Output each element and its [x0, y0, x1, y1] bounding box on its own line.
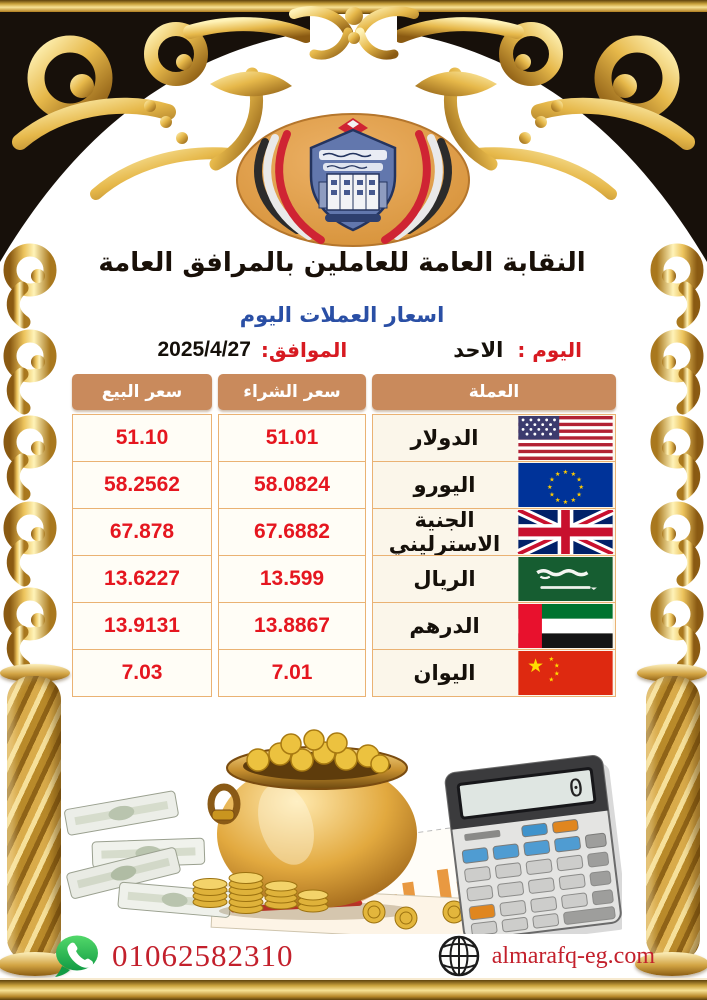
currency-name: الدولار	[410, 426, 479, 450]
coin-stacks	[192, 872, 466, 930]
table-row: الريال 13.599 13.6227	[70, 555, 616, 603]
whatsapp-icon[interactable]	[52, 933, 102, 979]
globe-icon[interactable]	[436, 933, 482, 979]
currency-name: اليوان	[413, 661, 476, 685]
currency-name: الجنية الاسترليني	[388, 508, 501, 556]
saudi-flag-icon	[517, 557, 614, 601]
table-row: ★ ★ ★ ★ ★ اليوان 7.01 7.03	[70, 649, 616, 697]
table-row: الدولار 51.01 51.10	[70, 414, 616, 462]
sell-price: 51.10	[72, 414, 212, 462]
buy-price: 13.8867	[218, 602, 366, 650]
sell-price: 13.9131	[72, 602, 212, 650]
money-stacks	[64, 790, 232, 918]
col-header-currency: العملة	[372, 374, 616, 410]
svg-text:★: ★	[555, 471, 561, 478]
calculator-icon: 0	[444, 755, 622, 934]
svg-text:★: ★	[554, 663, 560, 670]
egypt-ribbon-right	[381, 130, 452, 244]
table-row: الدرهم 13.8867 13.9131	[70, 602, 616, 650]
currency-name: الريال	[413, 567, 476, 591]
day-value: الاحد	[453, 338, 504, 362]
eu-flag-icon: ★ ★ ★ ★ ★ ★ ★ ★ ★ ★ ★ ★	[517, 463, 614, 507]
buy-price: 7.01	[218, 649, 366, 697]
poster-subtitle: اسعار العملات اليوم	[239, 303, 445, 327]
china-flag-icon: ★ ★ ★ ★ ★	[517, 651, 614, 695]
buy-price: 51.01	[218, 414, 366, 462]
table-row: الجنية الاسترليني 67.6882 67.878	[70, 508, 616, 556]
svg-text:★: ★	[547, 484, 553, 491]
frame-top-bar	[0, 0, 707, 14]
date-row: اليوم : الاحد الموافق: 2025/4/27	[70, 334, 616, 366]
currency-cell: الدرهم	[372, 602, 616, 650]
svg-text:★: ★	[549, 677, 555, 684]
sell-price: 13.6227	[72, 555, 212, 603]
sell-price: 7.03	[72, 649, 212, 697]
svg-text:★: ★	[576, 491, 582, 498]
coins-in-pot	[246, 729, 390, 774]
table-header: العملة سعر الشراء سعر البيع	[70, 374, 616, 410]
rates-table: العملة سعر الشراء سعر البيع الدولار	[70, 374, 616, 697]
frame-right-scrolls	[643, 240, 707, 676]
table-row: ★ ★ ★ ★ ★ ★ ★ ★ ★ ★ ★ ★ اليورو 58.0824 58.2562	[70, 461, 616, 509]
frame-top-center-ornament	[289, 6, 419, 60]
sell-price: 67.878	[72, 508, 212, 556]
left-rope-column	[7, 676, 61, 962]
right-rope-column	[646, 676, 700, 962]
frame-bottom-bar	[0, 978, 707, 1000]
buy-price: 13.599	[218, 555, 366, 603]
right-column-base	[635, 952, 707, 976]
phone-contact: 01062582310	[52, 933, 294, 979]
svg-text:★: ★	[554, 670, 560, 677]
svg-text:★: ★	[571, 471, 577, 478]
us-flag-icon	[517, 416, 614, 460]
date-value: 2025/4/27	[157, 338, 251, 361]
day-label: اليوم :	[517, 338, 582, 362]
svg-text:★: ★	[576, 477, 582, 484]
currency-name: اليورو	[413, 473, 476, 497]
svg-text:★: ★	[549, 477, 555, 484]
uae-flag-icon	[517, 604, 614, 648]
website-url[interactable]: almarafq-eg.com	[491, 942, 655, 969]
svg-text:★: ★	[571, 497, 577, 504]
frame-left-scrolls	[0, 240, 64, 676]
calculator-display: 0	[567, 773, 585, 803]
right-column-capital	[637, 664, 707, 682]
svg-text:★: ★	[555, 497, 561, 504]
union-logo	[236, 113, 470, 247]
svg-text:★: ★	[527, 656, 544, 677]
buy-price: 67.6882	[218, 508, 366, 556]
calculator-buttons	[461, 819, 616, 934]
col-header-sell: سعر البيع	[72, 374, 212, 410]
date-label: الموافق:	[260, 338, 348, 362]
currency-cell: ★ ★ ★ ★ ★ ★ ★ ★ ★ ★ ★ ★ اليورو	[372, 461, 616, 509]
currency-name: الدرهم	[409, 614, 480, 638]
phone-number[interactable]: 01062582310	[112, 938, 294, 973]
currency-cell: ★ ★ ★ ★ ★ اليوان	[372, 649, 616, 697]
col-header-buy: سعر الشراء	[218, 374, 366, 410]
currency-cell: الريال	[372, 555, 616, 603]
sell-price: 58.2562	[72, 461, 212, 509]
footer: 01062582310 almarafq-eg.com	[52, 930, 655, 982]
table-body: الدولار 51.01 51.10 ★ ★ ★ ★ ★ ★ ★ ★ ★ ★ ★ ★	[70, 414, 616, 697]
left-column-capital	[0, 664, 70, 682]
currency-cell: الدولار	[372, 414, 616, 462]
buy-price: 58.0824	[218, 461, 366, 509]
currency-cell: الجنية الاسترليني	[372, 508, 616, 556]
union-emblem	[309, 118, 397, 232]
svg-text:★: ★	[549, 491, 555, 498]
svg-text:★: ★	[563, 469, 569, 476]
uk-flag-icon	[517, 510, 614, 554]
org-title: النقابة العامة للعاملين بالمرافق العامة	[98, 248, 586, 278]
website-contact: almarafq-eg.com	[436, 933, 655, 979]
money-illustration: 0	[64, 729, 622, 934]
svg-text:★: ★	[578, 484, 584, 491]
svg-text:★: ★	[563, 499, 569, 506]
egypt-ribbon-left	[254, 130, 325, 244]
svg-text:★: ★	[549, 656, 555, 663]
